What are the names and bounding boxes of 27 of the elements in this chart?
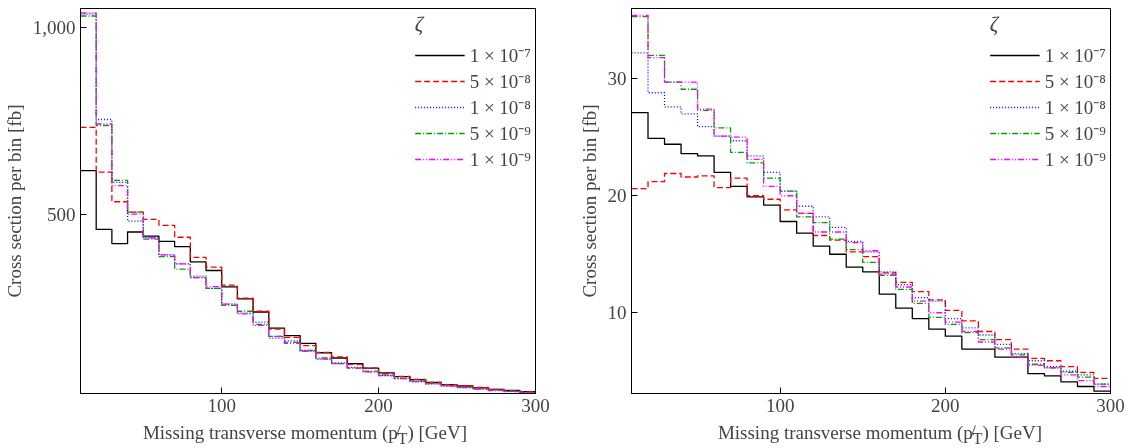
x-tick-label: 300 (521, 394, 550, 416)
legend-label: 5 × 10⁻⁹ (1044, 122, 1106, 146)
y-tick-label: 10 (607, 302, 627, 324)
legend-title: ζ (989, 12, 1001, 37)
x-axis-title: Missing transverse momentum (p̸$_{T}$) [GeV] (717, 421, 1043, 448)
y-tick-label: 1,000 (32, 16, 76, 38)
x-axis-title: Missing transverse momentum (p̸$_{T}$) [GeV] (142, 421, 468, 448)
legend-label: 1 × 10⁻⁹ (469, 148, 531, 172)
x-tick-label: 100 (207, 394, 236, 416)
legend-label: 1 × 10⁻⁷ (469, 44, 531, 68)
x-tick-label: 100 (765, 394, 795, 416)
legend-label: 1 × 10⁻⁸ (469, 96, 531, 120)
legend-label: 5 × 10⁻⁹ (469, 122, 531, 146)
y-axis-title: Cross section per bin [fb] (3, 104, 25, 298)
y-tick-label: 30 (607, 68, 627, 90)
y-axis-title: Cross section per bin [fb] (578, 104, 600, 298)
x-tick-label: 200 (931, 394, 960, 416)
x-tick-label: 200 (364, 394, 393, 416)
y-tick-label: 500 (47, 203, 76, 225)
legend-label: 1 × 10⁻⁹ (1044, 148, 1106, 172)
legend-label: 5 × 10⁻⁸ (469, 70, 531, 94)
legend-title: ζ (414, 12, 426, 37)
legend-label: 1 × 10⁻⁸ (1044, 96, 1106, 120)
x-tick-label: 300 (1096, 394, 1125, 416)
legend-label: 1 × 10⁻⁷ (1044, 44, 1106, 68)
y-tick-label: 20 (607, 185, 627, 207)
legend-label: 5 × 10⁻⁸ (1044, 70, 1106, 94)
